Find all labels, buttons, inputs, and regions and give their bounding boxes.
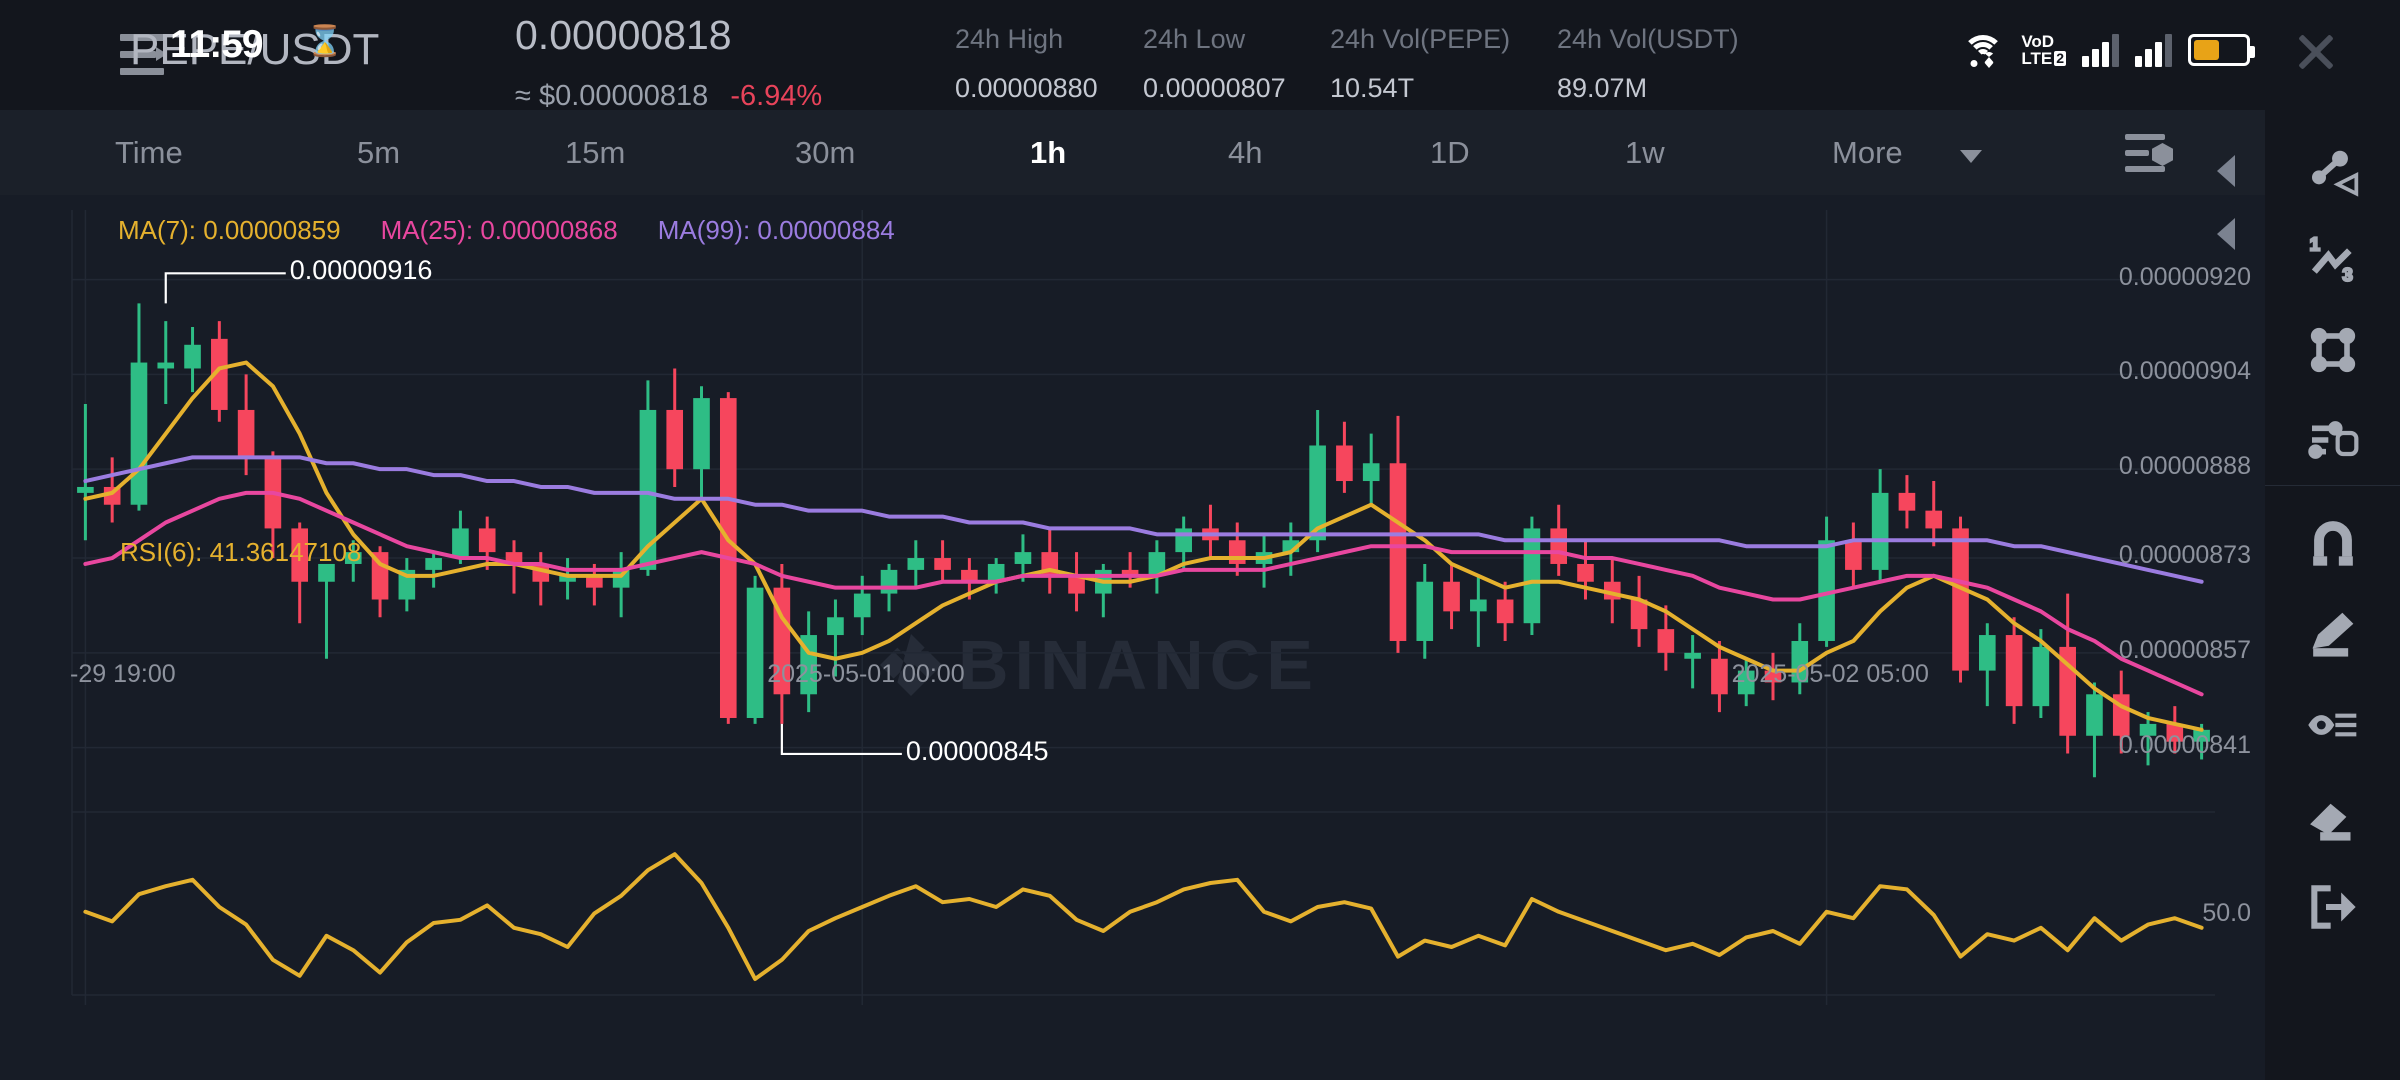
candlestick-svg [71, 210, 2215, 1005]
signal-bars-1-icon [2082, 33, 2119, 67]
stat-label: 24h Vol(USDT) [1557, 24, 1739, 54]
stat-label: 24h Low [1143, 24, 1246, 54]
eraser-tool-icon[interactable] [2265, 772, 2400, 862]
ma25-legend: MA(25): 0.00000868 [380, 215, 618, 245]
exit-tool-icon[interactable] [2265, 862, 2400, 952]
battery-icon [2188, 34, 2255, 66]
tab-30m[interactable]: 30m [795, 135, 856, 170]
rsi-legend: RSI(6): 41.36147108 [120, 537, 362, 567]
tab-more[interactable]: More [1832, 135, 1903, 170]
wave-123-tool-icon[interactable]: 1 3 [2265, 215, 2400, 305]
stat-label: 24h High [955, 24, 1064, 54]
tab-4h[interactable]: 4h [1228, 135, 1263, 170]
visibility-eye-icon[interactable] [2265, 680, 2400, 770]
price-tick-label: 0.00000920 [2118, 262, 2251, 291]
svg-text:1: 1 [2309, 234, 2319, 255]
price-tick-label: 0.00000888 [2118, 452, 2251, 481]
chart-area[interactable]: BINANCE MA(7): 0.00000859 MA(25): 0.0000… [0, 195, 2265, 1080]
hourglass-icon: ⌛ [306, 25, 344, 58]
collapse-left-arrow-1[interactable] [2217, 155, 2235, 187]
stat-24h-high: 24h High 0.00000880 [955, 24, 1098, 104]
trendline-tool-icon[interactable] [2265, 130, 2400, 220]
volte-top-label: VoD [2021, 32, 2055, 51]
status-clock: 11:59 [170, 23, 264, 66]
tab-1w[interactable]: 1w [1625, 135, 1665, 170]
approx-usd-price: ≈ $0.00000818 [515, 80, 709, 112]
stat-24h-low: 24h Low 0.00000807 [1143, 24, 1286, 104]
chevron-down-icon[interactable] [1960, 150, 1982, 163]
magnet-tool-icon[interactable] [2265, 495, 2400, 585]
menu-icon[interactable] [120, 34, 167, 76]
tab-5m[interactable]: 5m [357, 135, 401, 170]
time-tick-label: -29 19:00 [70, 660, 176, 688]
shape-frame-tool-icon[interactable] [2265, 305, 2400, 395]
collapse-left-arrow-2[interactable] [2217, 218, 2235, 250]
stat-24h-vol-quote: 24h Vol(USDT) 89.07M [1557, 24, 1739, 104]
price-change-percent: -6.94% [730, 80, 823, 112]
trading-pair-title[interactable]: PEPE/USDT [130, 25, 380, 74]
last-price: 0.00000818 [515, 12, 732, 58]
stat-value: 0.00000880 [955, 73, 1098, 103]
timeframe-tab-bar: Time 5m 15m 30m 1h 4h 1D 1w More [0, 110, 2265, 195]
stat-value: 89.07M [1557, 73, 1648, 103]
rail-divider [2265, 485, 2400, 486]
price-tick-label: 0.00000904 [2118, 357, 2251, 386]
drawing-tool-rail: 1 3 [2217, 110, 2400, 1080]
time-tick-label: 2025-05-02 05:00 [1731, 660, 1929, 688]
tab-1d[interactable]: 1D [1430, 135, 1470, 170]
stat-label: 24h Vol(PEPE) [1330, 24, 1511, 54]
chart-settings-icon[interactable] [2125, 132, 2173, 174]
signal-bars-2-icon [2135, 33, 2172, 67]
tab-1h[interactable]: 1h [1030, 135, 1067, 170]
ma99-legend: MA(99): 0.00000884 [657, 215, 895, 245]
rsi-level-label: 50.0 [2202, 899, 2251, 927]
pen-edit-tool-icon[interactable] [2265, 588, 2400, 678]
ma7-legend: MA(7): 0.00000859 [118, 215, 341, 245]
ma-legend: MA(7): 0.00000859 MA(25): 0.00000868 MA(… [118, 215, 895, 246]
tab-time[interactable]: Time [115, 135, 183, 170]
indicator-config-icon[interactable] [2265, 395, 2400, 485]
stat-value: 10.54T [1330, 73, 1415, 103]
close-icon[interactable] [2294, 30, 2338, 74]
wifi-icon [1961, 31, 2005, 69]
sim-badge: 2 [2054, 50, 2066, 66]
price-tick-label: 0.00000857 [2118, 635, 2251, 664]
stat-24h-vol-base: 24h Vol(PEPE) 10.54T [1330, 24, 1510, 104]
volte-bottom-label: LTE [2021, 49, 2053, 68]
tab-15m[interactable]: 15m [565, 135, 626, 170]
system-status-icons: VoD LTE 2 [1961, 25, 2255, 75]
price-tick-label: 0.00000873 [2118, 541, 2251, 570]
swing-high-annotation: 0.00000916 [289, 255, 433, 286]
svg-text:3: 3 [2342, 264, 2352, 285]
app-header: PEPE/USDT 11:59 ⌛ 0.00000818 ≈ $0.000008… [0, 0, 2400, 112]
price-tick-label: 0.00000841 [2118, 730, 2251, 759]
volte-icon: VoD LTE 2 [2021, 33, 2066, 67]
time-tick-label: 2025-05-01 00:00 [767, 660, 965, 688]
swing-low-annotation: 0.00000845 [905, 735, 1049, 766]
stat-value: 0.00000807 [1143, 73, 1286, 103]
